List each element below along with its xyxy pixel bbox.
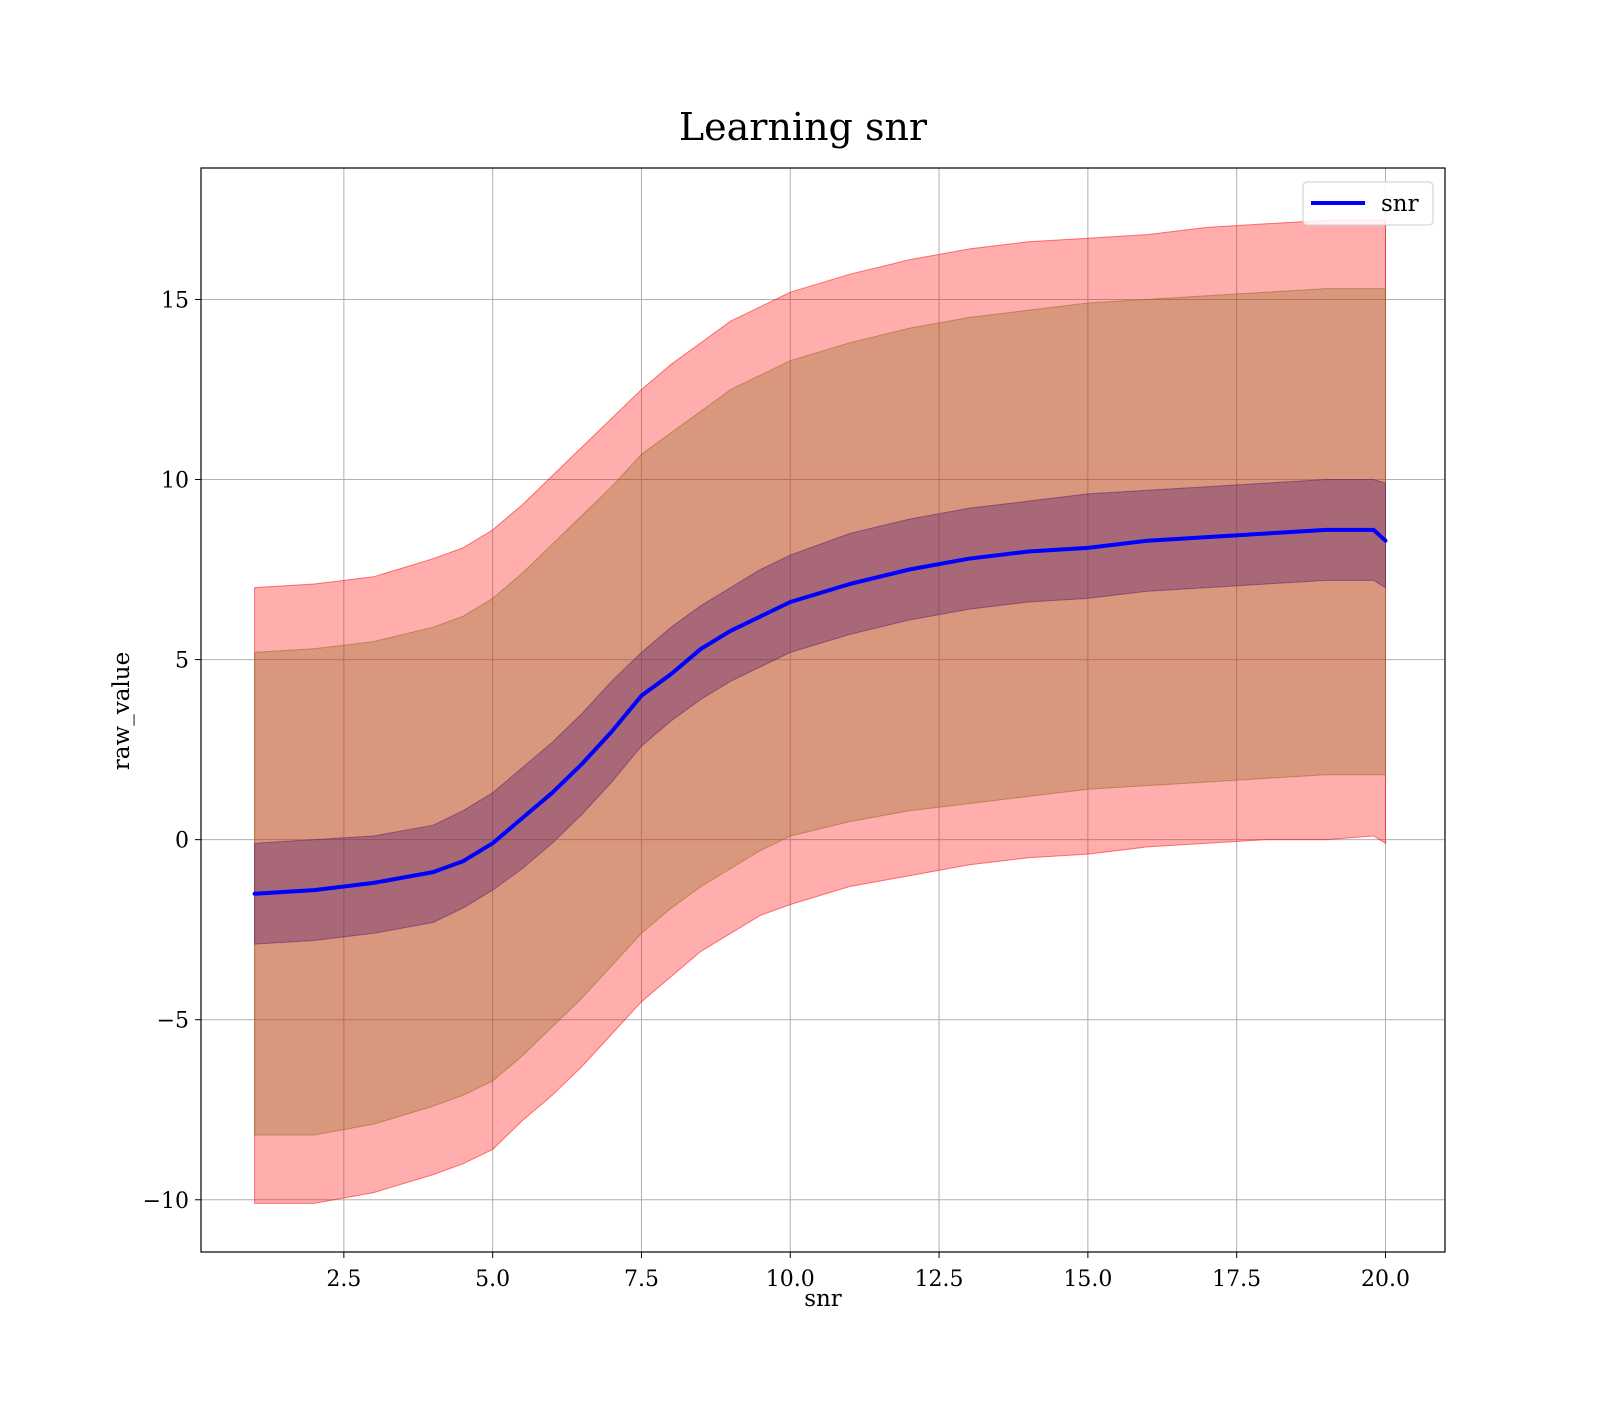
- series-line-snr: [252, 527, 1388, 896]
- x-tick-label: 7.5: [624, 1267, 659, 1292]
- confidence-band-1: [254, 219, 1386, 1204]
- confidence-bands: [254, 219, 1386, 1204]
- y-tick-label: −10: [143, 1189, 189, 1214]
- x-tick-label: 2.5: [326, 1267, 361, 1292]
- x-tick-label: 12.5: [915, 1267, 964, 1292]
- legend-box: [1302, 181, 1434, 226]
- x-tick-label: 20.0: [1361, 1267, 1410, 1292]
- x-tick-label: 15.0: [1063, 1267, 1112, 1292]
- series-lines: [252, 527, 1388, 896]
- x-axis-ticks: 2.5 5.0 7.5 10.0 12.5 15.0 17.5 20.0: [326, 1252, 1410, 1292]
- x-tick-label: 17.5: [1212, 1267, 1261, 1292]
- y-tick-label: 0: [175, 829, 189, 854]
- plot-frame: [200, 167, 1446, 1253]
- y-axis-label: raw_value: [109, 652, 135, 770]
- y-axis-ticks: −10 −5 0 5 10 15: [143, 288, 201, 1214]
- x-tick-label: 5.0: [475, 1267, 510, 1292]
- x-tick-label: 10.0: [766, 1267, 815, 1292]
- legend-label-snr: snr: [1381, 191, 1419, 217]
- legend: snr: [1302, 181, 1434, 226]
- chart-title: Learning snr: [679, 105, 928, 149]
- confidence-band-2: [254, 288, 1386, 1136]
- y-tick-label: −5: [157, 1009, 189, 1034]
- y-tick-label: 10: [161, 469, 189, 494]
- x-axis-label: snr: [804, 1286, 842, 1312]
- y-tick-label: 5: [175, 649, 189, 674]
- confidence-band-3: [254, 479, 1386, 945]
- y-tick-label: 15: [161, 288, 189, 313]
